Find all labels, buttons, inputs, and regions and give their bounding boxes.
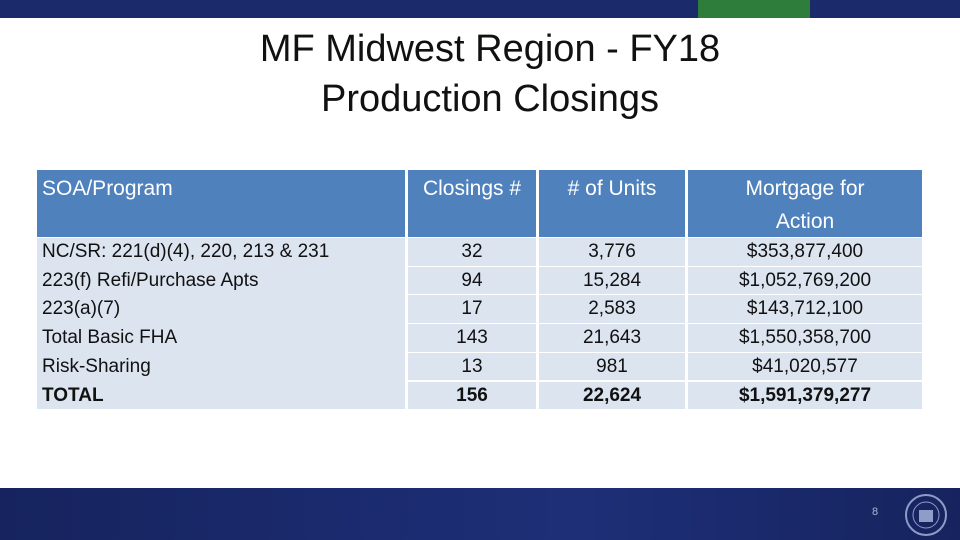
first-column-body [37, 238, 405, 409]
logo [905, 494, 947, 536]
slide-title: MF Midwest Region - FY18 Production Clos… [0, 24, 960, 124]
top-bar [0, 0, 960, 18]
table-cell: $353,877,400 [688, 238, 922, 266]
table-cell: 32 [408, 238, 536, 266]
table-cell: 223(f) Refi/Purchase Apts [42, 269, 259, 291]
table-cell: TOTAL [42, 384, 104, 406]
table-cell: $1,591,379,277 [688, 381, 922, 410]
header-cell: SOA/Program [37, 170, 405, 237]
table-cell: 2,583 [539, 295, 685, 324]
table-cell: Risk-Sharing [42, 355, 151, 377]
table-cell: $1,052,769,200 [688, 266, 922, 295]
table-cell: 143 [408, 324, 536, 352]
header-cell: Mortgage for Action [688, 170, 922, 237]
header-cell: Closings # [408, 170, 536, 237]
title-line: Production Closings [321, 78, 659, 120]
table-cell: 981 [539, 352, 685, 381]
table-cell: 3,776 [539, 238, 685, 266]
table-cell: 15,284 [539, 266, 685, 295]
table-cell: 21,643 [539, 324, 685, 352]
table-cell: 13 [408, 352, 536, 381]
table-cell: $1,550,358,700 [688, 324, 922, 352]
table-cell: NC/SR: 221(d)(4), 220, 213 & 231 [42, 241, 330, 262]
table-cell: 156 [408, 381, 536, 410]
top-tab [698, 0, 810, 18]
bottom-bar [0, 488, 960, 540]
table-cell: 22,624 [539, 381, 685, 410]
table-cell: $41,020,577 [688, 352, 922, 381]
table-cell: 17 [408, 295, 536, 324]
table-cell: $143,712,100 [688, 295, 922, 324]
title-line: MF Midwest Region - FY18 [259, 28, 721, 70]
page-number: 8 [871, 506, 879, 518]
table-cell: 94 [408, 266, 536, 295]
table-cell: Total Basic FHA [42, 327, 178, 349]
table-cell: 223(a)(7) [42, 298, 121, 320]
header-cell: # of Units [539, 170, 685, 237]
